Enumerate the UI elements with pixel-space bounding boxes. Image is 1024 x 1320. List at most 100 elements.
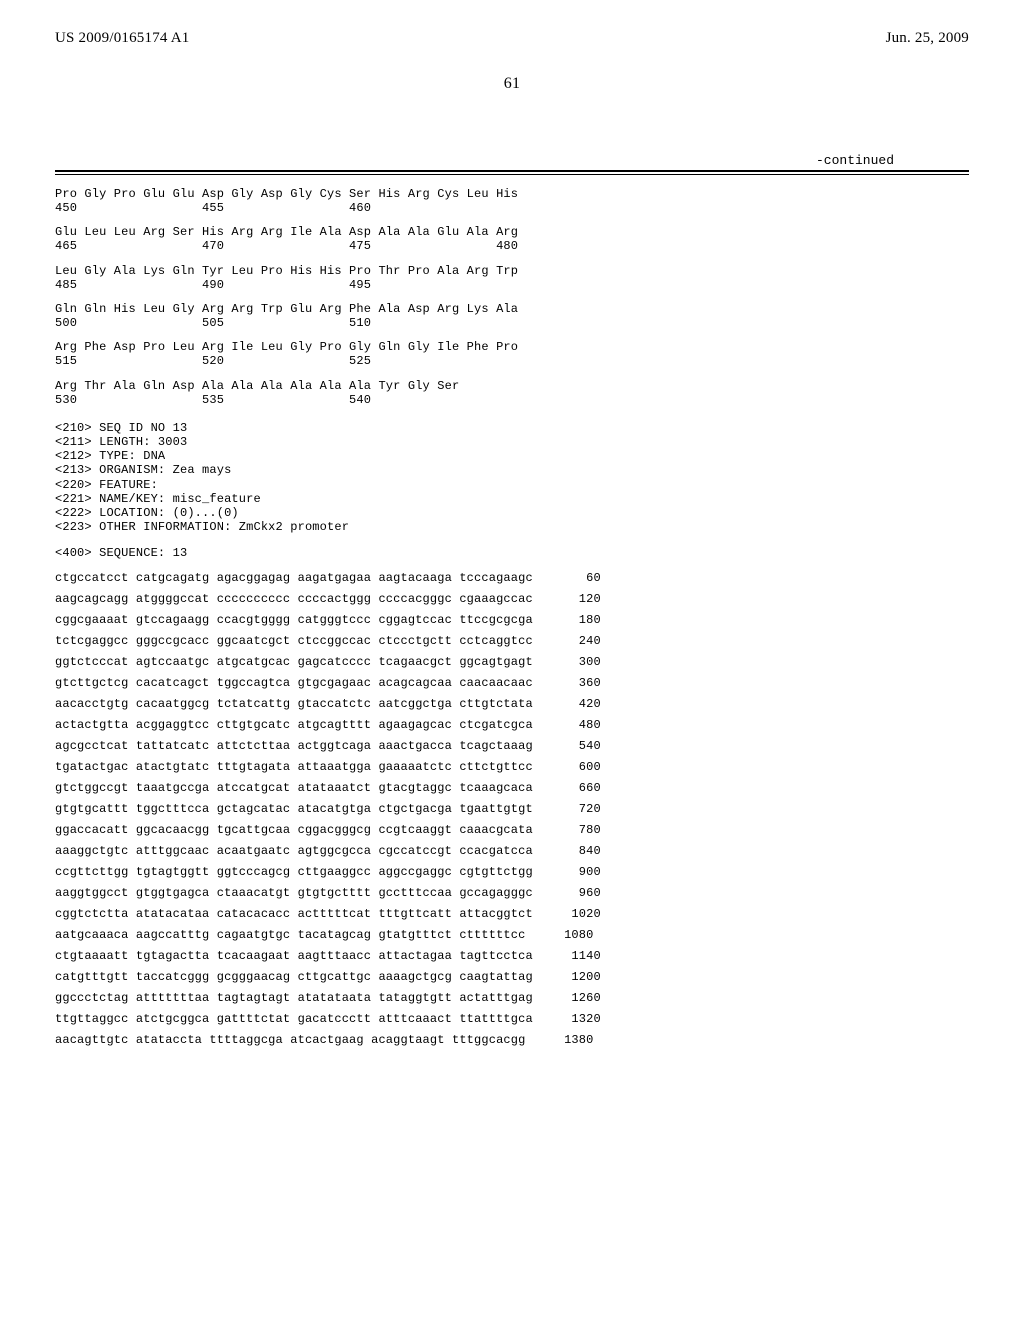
aa-positions: 515 520 525 [55,354,969,368]
aa-line: Glu Leu Leu Arg Ser His Arg Arg Ile Ala … [55,225,969,239]
nucleotide-sequence: aagcagcagg atggggccat cccccccccc ccccact… [55,593,533,605]
aa-positions: 485 490 495 [55,278,969,292]
nucleotide-row: gtcttgctcg cacatcagct tggccagtca gtgcgag… [55,677,969,689]
nucleotide-position: 1080 [541,929,593,941]
protein-row: Gln Gln His Leu Gly Arg Arg Trp Glu Arg … [55,302,969,330]
nucleotide-sequence: aatgcaaaca aagccatttg cagaatgtgc tacatag… [55,929,525,941]
nucleotide-row: ctgccatcct catgcagatg agacggagag aagatga… [55,572,969,584]
nucleotide-position: 1260 [549,992,601,1004]
nucleotide-row: aatgcaaaca aagccatttg cagaatgtgc tacatag… [55,929,969,941]
protein-row: Leu Gly Ala Lys Gln Tyr Leu Pro His His … [55,264,969,292]
header-right: Jun. 25, 2009 [886,30,969,47]
meta-line: <213> ORGANISM: Zea mays [55,463,969,477]
nucleotide-sequence: actactgtta acggaggtcc cttgtgcatc atgcagt… [55,719,533,731]
sequence-label: <400> SEQUENCE: 13 [55,546,969,560]
nucleotide-position: 960 [549,887,601,899]
nucleotide-sequence: aaggtggcct gtggtgagca ctaaacatgt gtgtgct… [55,887,533,899]
nucleotide-position: 420 [549,698,601,710]
meta-line: <220> FEATURE: [55,478,969,492]
page-number: 61 [55,75,969,93]
nucleotide-sequence-block: ctgccatcct catgcagatg agacggagag aagatga… [55,572,969,1046]
nucleotide-position: 180 [549,614,601,626]
aa-positions: 530 535 540 [55,393,969,407]
nucleotide-sequence: agcgcctcat tattatcatc attctcttaa actggtc… [55,740,533,752]
nucleotide-row: ggtctcccat agtccaatgc atgcatgcac gagcatc… [55,656,969,668]
aa-positions: 500 505 510 [55,316,969,330]
nucleotide-row: gtctggccgt taaatgccga atccatgcat atataaa… [55,782,969,794]
nucleotide-sequence: ctgccatcct catgcagatg agacggagag aagatga… [55,572,533,584]
nucleotide-position: 840 [549,845,601,857]
nucleotide-position: 240 [549,635,601,647]
nucleotide-row: ggaccacatt ggcacaacgg tgcattgcaa cggacgg… [55,824,969,836]
meta-line: <212> TYPE: DNA [55,449,969,463]
nucleotide-row: agcgcctcat tattatcatc attctcttaa actggtc… [55,740,969,752]
protein-row: Glu Leu Leu Arg Ser His Arg Arg Ile Ala … [55,225,969,253]
nucleotide-sequence: ggaccacatt ggcacaacgg tgcattgcaa cggacgg… [55,824,533,836]
page: US 2009/0165174 A1 Jun. 25, 2009 61 -con… [0,0,1024,1320]
nucleotide-row: actactgtta acggaggtcc cttgtgcatc atgcagt… [55,719,969,731]
nucleotide-position: 60 [549,572,601,584]
nucleotide-position: 480 [549,719,601,731]
nucleotide-sequence: gtctggccgt taaatgccga atccatgcat atataaa… [55,782,533,794]
nucleotide-sequence: catgtttgtt taccatcggg gcgggaacag cttgcat… [55,971,533,983]
nucleotide-position: 1380 [541,1034,593,1046]
nucleotide-position: 360 [549,677,601,689]
continued-label: -continued [55,153,969,168]
protein-row: Arg Thr Ala Gln Asp Ala Ala Ala Ala Ala … [55,379,969,407]
nucleotide-sequence: ggtctcccat agtccaatgc atgcatgcac gagcatc… [55,656,533,668]
nucleotide-position: 1020 [549,908,601,920]
nucleotide-sequence: aacacctgtg cacaatggcg tctatcattg gtaccat… [55,698,533,710]
nucleotide-row: aacacctgtg cacaatggcg tctatcattg gtaccat… [55,698,969,710]
protein-row: Pro Gly Pro Glu Glu Asp Gly Asp Gly Cys … [55,187,969,215]
nucleotide-position: 120 [549,593,601,605]
aa-line: Arg Thr Ala Gln Asp Ala Ala Ala Ala Ala … [55,379,969,393]
aa-line: Arg Phe Asp Pro Leu Arg Ile Leu Gly Pro … [55,340,969,354]
aa-line: Leu Gly Ala Lys Gln Tyr Leu Pro His His … [55,264,969,278]
nucleotide-row: aaggtggcct gtggtgagca ctaaacatgt gtgtgct… [55,887,969,899]
meta-line: <223> OTHER INFORMATION: ZmCkx2 promoter [55,520,969,534]
nucleotide-position: 720 [549,803,601,815]
nucleotide-position: 540 [549,740,601,752]
rule-thin [55,174,969,175]
running-header: US 2009/0165174 A1 Jun. 25, 2009 [55,30,969,47]
header-left: US 2009/0165174 A1 [55,30,189,47]
protein-sequence-block: Pro Gly Pro Glu Glu Asp Gly Asp Gly Cys … [55,187,969,407]
aa-positions: 450 455 460 [55,201,969,215]
nucleotide-row: cggcgaaaat gtccagaagg ccacgtgggg catgggt… [55,614,969,626]
nucleotide-row: tgatactgac atactgtatc tttgtagata attaaat… [55,761,969,773]
nucleotide-sequence: ctgtaaaatt tgtagactta tcacaagaat aagttta… [55,950,533,962]
nucleotide-sequence: gtgtgcattt tggctttcca gctagcatac atacatg… [55,803,533,815]
rule-heavy [55,170,969,172]
nucleotide-sequence: aaaggctgtc atttggcaac acaatgaatc agtggcg… [55,845,533,857]
meta-line: <221> NAME/KEY: misc_feature [55,492,969,506]
nucleotide-row: cggtctctta atatacataa catacacacc acttttt… [55,908,969,920]
nucleotide-row: aagcagcagg atggggccat cccccccccc ccccact… [55,593,969,605]
nucleotide-row: ttgttaggcc atctgcggca gattttctat gacatcc… [55,1013,969,1025]
nucleotide-sequence: gtcttgctcg cacatcagct tggccagtca gtgcgag… [55,677,533,689]
nucleotide-sequence: tctcgaggcc gggccgcacc ggcaatcgct ctccggc… [55,635,533,647]
aa-positions: 465 470 475 480 [55,239,969,253]
nucleotide-row: ctgtaaaatt tgtagactta tcacaagaat aagttta… [55,950,969,962]
nucleotide-row: ggccctctag atttttttaa tagtagtagt atatata… [55,992,969,1004]
sequence-meta-block: <210> SEQ ID NO 13<211> LENGTH: 3003<212… [55,421,969,534]
nucleotide-sequence: cggcgaaaat gtccagaagg ccacgtgggg catgggt… [55,614,533,626]
nucleotide-row: aaaggctgtc atttggcaac acaatgaatc agtggcg… [55,845,969,857]
meta-line: <222> LOCATION: (0)...(0) [55,506,969,520]
nucleotide-position: 900 [549,866,601,878]
nucleotide-row: aacagttgtc atataccta ttttaggcga atcactga… [55,1034,969,1046]
nucleotide-row: tctcgaggcc gggccgcacc ggcaatcgct ctccggc… [55,635,969,647]
nucleotide-position: 780 [549,824,601,836]
nucleotide-row: catgtttgtt taccatcggg gcgggaacag cttgcat… [55,971,969,983]
nucleotide-position: 1320 [549,1013,601,1025]
continued-wrap: -continued [55,153,969,175]
nucleotide-row: gtgtgcattt tggctttcca gctagcatac atacatg… [55,803,969,815]
meta-line: <211> LENGTH: 3003 [55,435,969,449]
nucleotide-position: 600 [549,761,601,773]
nucleotide-position: 660 [549,782,601,794]
meta-line: <210> SEQ ID NO 13 [55,421,969,435]
nucleotide-row: ccgttcttgg tgtagtggtt ggtcccagcg cttgaag… [55,866,969,878]
nucleotide-sequence: cggtctctta atatacataa catacacacc acttttt… [55,908,533,920]
nucleotide-sequence: tgatactgac atactgtatc tttgtagata attaaat… [55,761,533,773]
nucleotide-sequence: aacagttgtc atataccta ttttaggcga atcactga… [55,1034,525,1046]
nucleotide-position: 1200 [549,971,601,983]
